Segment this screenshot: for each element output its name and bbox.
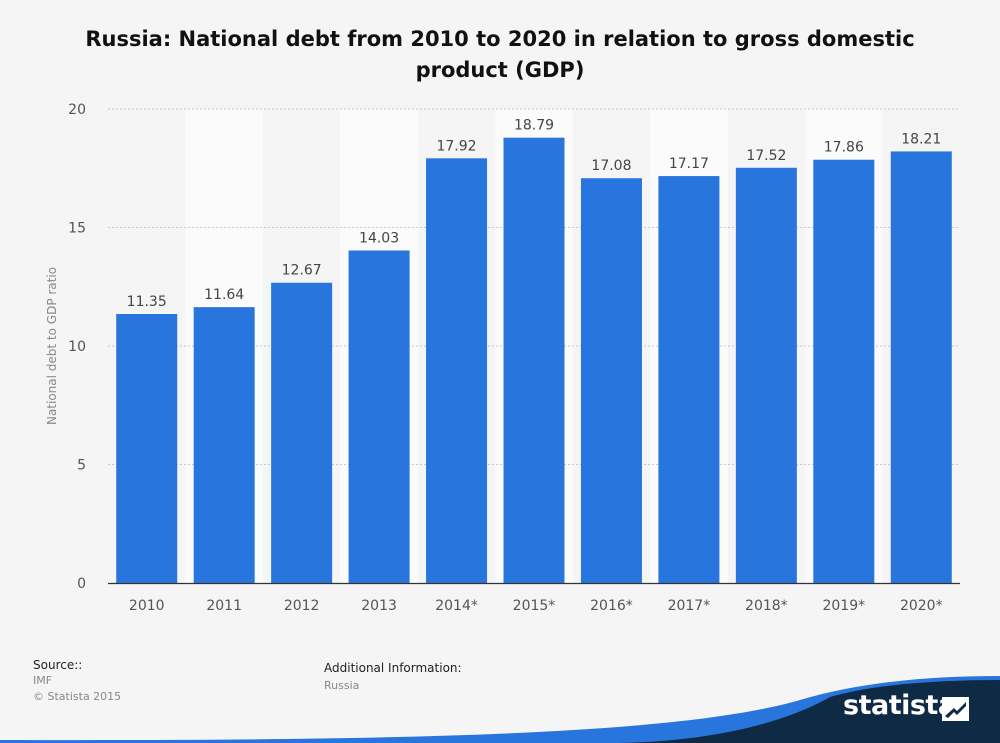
value-label: 17.08 [591, 158, 631, 174]
value-label: 11.35 [127, 294, 167, 310]
bar [348, 250, 410, 583]
y-tick-labels: 0 5 10 15 20 [68, 102, 86, 592]
bar [735, 167, 797, 583]
value-label: 17.17 [669, 156, 709, 172]
value-label: 18.79 [514, 118, 554, 134]
x-tick-label: 2019* [822, 598, 865, 614]
statista-logo-text: statista [843, 690, 956, 721]
source-block: Source:: IMF © Statista 2015 [33, 657, 121, 705]
statista-logo-icon [942, 697, 969, 721]
chart-title: Russia: National debt from 2010 to 2020 … [85, 27, 915, 82]
value-label: 11.64 [204, 287, 244, 303]
bars [116, 137, 952, 584]
y-axis-label: National debt to GDP ratio [45, 267, 59, 425]
additional-info-block: Additional Information: Russia [324, 659, 462, 695]
x-tick-label: 2020* [900, 598, 943, 614]
x-tick-label: 2015* [513, 598, 556, 614]
y-tick-label: 0 [77, 576, 86, 592]
source-label: Source:: [33, 658, 83, 672]
x-tick-label: 2016* [590, 598, 633, 614]
bar [813, 159, 875, 583]
y-tick-label: 15 [68, 221, 86, 237]
x-tick-label: 2010 [129, 598, 165, 614]
value-label: 14.03 [359, 230, 399, 246]
y-tick-label: 20 [68, 102, 86, 118]
value-labels: 11.35 11.64 12.67 14.03 17.92 18.79 17.08 17.17… [127, 118, 942, 310]
source-line-1: IMF [33, 674, 53, 687]
bar [271, 282, 333, 583]
x-tick-label: 2017* [668, 598, 711, 614]
bar-chart: 11.35 11.64 12.67 14.03 17.92 18.79 17.08 17.17… [45, 102, 960, 614]
x-tick-label: 2012 [284, 598, 320, 614]
bar [658, 176, 720, 584]
value-label: 17.52 [746, 148, 786, 164]
bar [890, 151, 952, 583]
x-tick-label: 2014* [435, 598, 478, 614]
y-tick-label: 5 [77, 458, 86, 474]
value-label: 17.92 [436, 138, 476, 154]
x-tick-label: 2018* [745, 598, 788, 614]
value-label: 12.67 [282, 263, 322, 279]
bar [426, 158, 488, 583]
value-label: 18.21 [901, 131, 941, 147]
bar [580, 178, 642, 584]
value-label: 17.86 [824, 140, 864, 156]
additional-info-value: Russia [324, 679, 360, 692]
x-tick-labels: 2010 2011 2012 2013 2014* 2015* 2016* 2017* 2018… [129, 598, 943, 614]
x-tick-label: 2013 [361, 598, 397, 614]
source-line-2: © Statista 2015 [33, 690, 122, 703]
bar [116, 314, 178, 583]
additional-info-label: Additional Information: [324, 661, 462, 675]
bar [193, 307, 255, 583]
y-tick-label: 10 [68, 339, 86, 355]
x-tick-label: 2011 [206, 598, 242, 614]
bar [503, 137, 565, 583]
